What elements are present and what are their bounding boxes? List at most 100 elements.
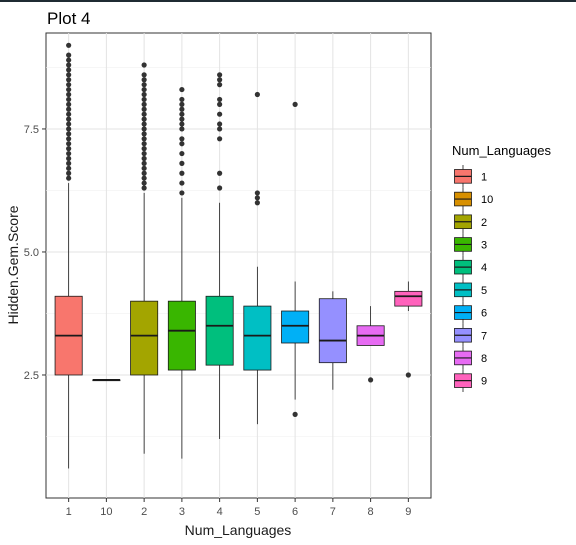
outlier-point [66, 52, 72, 58]
outlier-point [141, 116, 147, 122]
outlier-point [141, 101, 147, 107]
outlier-point [141, 96, 147, 103]
outlier-point [141, 62, 147, 68]
legend-label: 6 [481, 308, 487, 320]
y-axis: 2.5 5.0 7.5 [24, 124, 46, 382]
y-axis-title: Hidden.Gem.Score [5, 205, 21, 324]
outlier-point [217, 170, 223, 176]
outlier-point [141, 170, 147, 176]
outlier-point [66, 175, 72, 181]
legend-keys: 1 10 2 3 4 5 6 7 8 9 [454, 165, 493, 392]
outlier-point [179, 121, 185, 127]
box-6 [281, 101, 310, 417]
legend-key-10: 10 [454, 187, 493, 211]
outlier-point [66, 131, 72, 137]
outlier-point [141, 72, 147, 78]
legend-label: 1 [481, 171, 487, 183]
x-tick-label: 5 [254, 506, 260, 518]
legend: Num_Languages 1 10 2 3 4 5 6 7 8 9 [452, 143, 552, 392]
outlier-point [217, 136, 223, 142]
outlier-point [141, 77, 147, 83]
outlier-point [179, 116, 185, 122]
plot-panel [45, 32, 432, 499]
legend-label: 4 [481, 262, 487, 274]
outlier-point [141, 165, 147, 171]
outlier-point [368, 377, 374, 383]
outlier-point [141, 86, 147, 93]
outlier-point [254, 195, 260, 201]
plot-title: Plot 4 [47, 9, 90, 28]
legend-key-6: 6 [454, 301, 487, 324]
box-body [167, 300, 196, 371]
outlier-point [141, 106, 147, 112]
x-axis: 1 10 2 3 4 5 6 7 8 9 [66, 498, 411, 518]
outlier-point [141, 175, 147, 181]
outlier-point [141, 141, 147, 147]
outlier-point [66, 150, 72, 157]
outlier-point [217, 126, 223, 132]
outlier-point [66, 170, 72, 176]
legend-key-5: 5 [454, 278, 487, 302]
outlier-point [66, 141, 72, 147]
legend-title: Num_Languages [452, 143, 552, 158]
outlier-point [179, 190, 185, 196]
outlier-point [141, 126, 147, 132]
x-tick-label: 7 [330, 506, 336, 518]
outlier-point [66, 136, 72, 142]
outlier-point [66, 62, 72, 68]
x-tick-label: 2 [141, 506, 147, 518]
legend-label: 2 [481, 217, 487, 229]
outlier-point [141, 160, 147, 166]
outlier-point [66, 101, 72, 107]
outlier-point [179, 106, 185, 112]
outlier-point [179, 150, 185, 157]
outlier-point [66, 82, 72, 88]
box-7 [318, 291, 347, 390]
outlier-point [179, 86, 185, 93]
outlier-point [66, 57, 72, 63]
x-tick-label: 4 [217, 506, 223, 518]
outlier-point [66, 77, 72, 83]
legend-key-9: 9 [454, 369, 487, 392]
x-tick-label: 3 [179, 506, 185, 518]
outlier-point [217, 101, 223, 107]
outlier-point [66, 160, 72, 166]
box-1 [54, 42, 83, 469]
box-8 [356, 306, 385, 383]
y-tick-label: 2.5 [24, 370, 39, 382]
box-5 [243, 91, 272, 425]
outlier-point [254, 200, 260, 206]
outlier-point [254, 190, 260, 196]
box-4 [205, 72, 234, 439]
legend-label: 3 [481, 239, 487, 251]
box-9 [394, 281, 423, 378]
outlier-point [66, 106, 72, 112]
outlier-point [66, 96, 72, 103]
box-series [54, 42, 423, 469]
legend-key-7: 7 [454, 323, 487, 347]
box-10 [92, 379, 121, 382]
outlier-point [66, 67, 72, 73]
outlier-point [141, 121, 147, 127]
outlier-point [179, 136, 185, 142]
outlier-point [66, 72, 72, 78]
outlier-point [66, 111, 72, 117]
outlier-point [141, 150, 147, 157]
outlier-point [179, 180, 185, 186]
outlier-point [292, 101, 298, 107]
outlier-point [66, 116, 72, 122]
outlier-point [405, 372, 411, 378]
outlier-point [66, 146, 72, 152]
outlier-point [217, 111, 223, 117]
outlier-point [141, 131, 147, 137]
box-body [394, 290, 423, 307]
outlier-point [141, 185, 147, 191]
box-body [281, 310, 310, 344]
outlier-point [179, 126, 185, 132]
legend-key-3: 3 [454, 233, 487, 256]
outlier-point [141, 82, 147, 88]
outlier-point [179, 101, 185, 107]
x-tick-label: 8 [368, 506, 374, 518]
outlier-point [217, 72, 223, 78]
outlier-point [179, 170, 185, 176]
